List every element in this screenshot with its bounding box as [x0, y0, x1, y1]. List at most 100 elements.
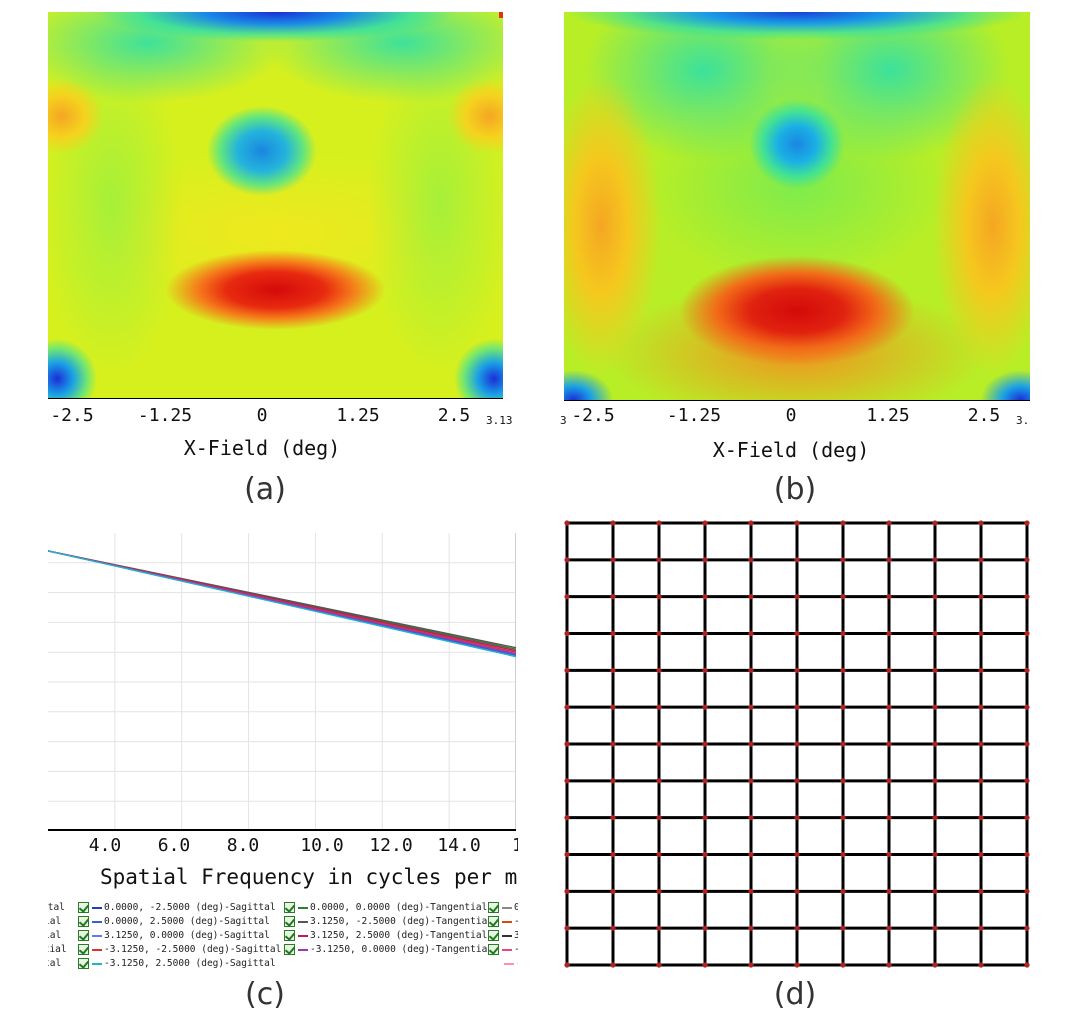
grid-point-r1-c1 — [564, 520, 570, 526]
grid-point-r5-c6 — [794, 667, 800, 673]
legend-checkbox[interactable] — [284, 944, 295, 955]
grid-point-r5-c2 — [610, 667, 616, 673]
grid-point-r9-c3 — [656, 815, 662, 821]
grid-point-r12-c7 — [840, 925, 846, 931]
grid-point-r2-c2 — [610, 557, 616, 563]
grid-point-r12-c10 — [978, 925, 984, 931]
legend-checkbox[interactable] — [284, 930, 295, 941]
grid-point-r11-c1 — [564, 888, 570, 894]
grid-point-r9-c11 — [1024, 815, 1030, 821]
grid-point-r5-c3 — [656, 667, 662, 673]
grid-point-r4-c11 — [1024, 630, 1030, 637]
x-tick-c-2: 6.0 — [157, 835, 191, 856]
grid-point-r7-c5 — [748, 741, 754, 747]
legend-item-5[interactable]: 3.1250, 0.0000 (deg)-Sagittal — [78, 930, 270, 941]
grid-point-r4-c1 — [564, 630, 570, 637]
legend-right-fragment-4: -3 — [488, 944, 518, 955]
grid-point-r12-c1 — [564, 925, 570, 931]
legend-item-9[interactable]: -3.1250, 2.5000 (deg)-Sagittal — [78, 958, 276, 969]
grid-point-r10-c8 — [886, 851, 892, 858]
grid-point-r3-c7 — [840, 594, 846, 600]
grid-point-r12-c8 — [886, 925, 892, 931]
caption-d: (d) — [773, 977, 817, 1012]
grid-point-r10-c2 — [610, 851, 616, 858]
grid-point-r1-c9 — [932, 520, 938, 526]
grid-point-r5-c1 — [564, 667, 570, 673]
grid-point-r2-c7 — [840, 557, 846, 563]
grid-point-r2-c9 — [932, 557, 938, 563]
grid-point-r9-c4 — [702, 815, 708, 821]
grid-point-r10-c11 — [1024, 851, 1030, 858]
x-edge-label-a: 3.13 — [486, 414, 513, 427]
grid-point-r1-c6 — [794, 520, 800, 526]
legend-item-2[interactable]: 0.0000, 0.0000 (deg)-Tangential — [284, 902, 487, 913]
grid-point-r4-c10 — [978, 630, 984, 637]
legend-checkbox[interactable] — [78, 958, 89, 969]
grid-point-r11-c11 — [1024, 888, 1030, 894]
legend-checkbox[interactable] — [284, 902, 295, 913]
grid-point-r11-c5 — [748, 888, 754, 894]
grid-point-r2-c11 — [1024, 557, 1030, 563]
grid-point-r9-c10 — [978, 815, 984, 821]
legend-checkbox[interactable] — [78, 930, 89, 941]
grid-point-r10-c10 — [978, 851, 984, 858]
grid-point-r2-c1 — [564, 557, 570, 563]
grid-point-r9-c1 — [564, 815, 570, 821]
caption-c: (c) — [245, 977, 285, 1012]
grid-point-r7-c6 — [794, 741, 800, 747]
grid-point-r9-c6 — [794, 815, 800, 821]
grid-point-r13-c4 — [702, 962, 708, 968]
x-tick-a-4: 1.25 — [336, 405, 380, 426]
grid-point-r13-c11 — [1024, 962, 1030, 968]
legend-item-7[interactable]: -3.1250, -2.5000 (deg)-Sagittal — [78, 944, 281, 955]
grid-point-r2-c4 — [702, 557, 708, 563]
grid-point-r7-c3 — [656, 741, 662, 747]
grid-point-r6-c6 — [794, 704, 800, 710]
x-tick-b-4: 1.25 — [866, 405, 910, 426]
legend-item-4[interactable]: 3.1250, -2.5000 (deg)-Tangential — [284, 916, 493, 927]
grid-point-r13-c9 — [932, 962, 938, 968]
grid-point-r3-c2 — [610, 594, 616, 600]
x-tick-c-3: 8.0 — [226, 835, 260, 856]
legend-left-fragment-3: ial — [48, 930, 62, 941]
legend-checkbox[interactable] — [78, 916, 89, 927]
x-tick-b-2: -1.25 — [666, 405, 722, 426]
grid-point-r6-c11 — [1024, 704, 1030, 710]
grid-point-r11-c7 — [840, 888, 846, 894]
x-tick-b-1: -2.5 — [571, 405, 615, 426]
legend-item-6[interactable]: 3.1250, 2.5000 (deg)-Tangential — [284, 930, 487, 941]
legend-left-fragment-4: ntial — [48, 944, 67, 955]
legend-item-3[interactable]: 0.0000, 2.5000 (deg)-Sagittal — [78, 916, 270, 927]
grid-point-r1-c2 — [610, 520, 616, 526]
x-tick-b-3: 0 — [785, 405, 797, 426]
grid-point-r13-c3 — [656, 962, 662, 968]
x-axis-title-c: Spatial Frequency in cycles per m — [100, 865, 518, 889]
grid-point-r1-c5 — [748, 520, 754, 526]
grid-point-r10-c4 — [702, 851, 708, 858]
x-axis-line-a — [48, 398, 503, 399]
legend-checkbox[interactable] — [78, 944, 89, 955]
legend-item-1[interactable]: 0.0000, -2.5000 (deg)-Sagittal — [78, 902, 276, 913]
mtf-series-line-9 — [48, 550, 516, 658]
grid-point-r6-c2 — [610, 704, 616, 710]
grid-point-r5-c7 — [840, 667, 846, 673]
legend-left-fragment-2: ial — [48, 916, 62, 927]
mtf-legend: ttal ial ial ntial tal 0.0000, -2.5000 (… — [48, 900, 518, 980]
grid-point-r7-c11 — [1024, 741, 1030, 747]
legend-item-8[interactable]: -3.1250, 0.0000 (deg)-Tangential — [284, 944, 493, 955]
x-edge-label-b-left: 3 — [560, 414, 567, 427]
heatmap-a — [48, 12, 503, 398]
legend-checkbox[interactable] — [78, 902, 89, 913]
grid-point-r4-c3 — [656, 630, 662, 637]
grid-point-r1-c11 — [1024, 520, 1030, 526]
grid-point-r10-c6 — [794, 851, 800, 858]
grid-point-r11-c9 — [932, 888, 938, 894]
x-axis-title-a: X-Field (deg) — [183, 436, 341, 460]
legend-checkbox[interactable] — [284, 916, 295, 927]
grid-point-r4-c7 — [840, 630, 846, 637]
grid-point-r4-c5 — [748, 630, 754, 637]
legend-left-fragment-5: tal — [48, 958, 62, 969]
grid-point-r13-c8 — [886, 962, 892, 968]
legend-left-fragment-1: ttal — [48, 902, 65, 913]
grid-point-r6-c10 — [978, 704, 984, 710]
